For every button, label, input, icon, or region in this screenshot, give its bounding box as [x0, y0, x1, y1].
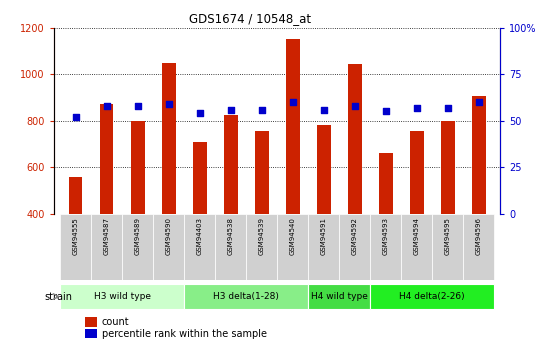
Bar [370, 214, 401, 280]
Text: GSM94538: GSM94538 [228, 217, 233, 255]
Bar [184, 284, 308, 309]
Text: GSM94590: GSM94590 [166, 217, 172, 255]
Point [288, 99, 297, 105]
Bar [60, 214, 91, 280]
Point [319, 107, 328, 112]
Text: H4 wild type: H4 wild type [310, 292, 367, 301]
Bar [100, 105, 114, 214]
Text: GSM94591: GSM94591 [321, 217, 327, 255]
Text: GSM94555: GSM94555 [73, 217, 79, 255]
Text: GSM94594: GSM94594 [414, 217, 420, 255]
Text: GSM94540: GSM94540 [289, 217, 295, 255]
Point [195, 110, 204, 116]
Bar [91, 214, 122, 280]
Text: percentile rank within the sample: percentile rank within the sample [102, 329, 267, 339]
Text: H4 delta(2-26): H4 delta(2-26) [399, 292, 465, 301]
Point [71, 114, 80, 120]
Text: GSM94539: GSM94539 [259, 217, 265, 255]
Bar [316, 125, 330, 214]
Bar [153, 214, 184, 280]
Point [412, 105, 421, 110]
Point [381, 109, 390, 114]
Bar [339, 214, 370, 280]
Text: GSM94595: GSM94595 [444, 217, 451, 255]
Bar [379, 153, 393, 214]
Point [350, 103, 359, 109]
Text: GSM94593: GSM94593 [383, 217, 388, 255]
Text: strain: strain [45, 292, 73, 302]
Bar [277, 214, 308, 280]
Bar [472, 96, 486, 214]
Text: GSM94596: GSM94596 [476, 217, 482, 255]
Bar [401, 214, 432, 280]
Bar [348, 64, 362, 214]
Bar [60, 284, 184, 309]
Bar [286, 39, 300, 214]
Bar [308, 214, 339, 280]
Bar [68, 177, 82, 214]
Point [164, 101, 173, 107]
Text: count: count [102, 317, 130, 327]
Bar [409, 131, 423, 214]
Bar [224, 115, 238, 214]
Text: GSM94592: GSM94592 [352, 217, 358, 255]
Bar [432, 214, 463, 280]
Bar [85, 317, 97, 327]
Bar [161, 62, 175, 214]
Bar [370, 284, 494, 309]
Bar [122, 214, 153, 280]
Text: H3 delta(1-28): H3 delta(1-28) [213, 292, 279, 301]
Point [226, 107, 235, 112]
Bar [193, 142, 207, 214]
Text: GSM94403: GSM94403 [196, 217, 202, 255]
Point [475, 99, 483, 105]
Bar [441, 121, 455, 214]
Bar [131, 121, 145, 214]
Bar [463, 214, 494, 280]
Point [133, 103, 142, 109]
Text: GSM94587: GSM94587 [103, 217, 110, 255]
Point [443, 105, 452, 110]
Title: GDS1674 / 10548_at: GDS1674 / 10548_at [189, 12, 312, 25]
Bar [215, 214, 246, 280]
Point [102, 103, 111, 109]
Bar [246, 214, 277, 280]
Bar [308, 284, 370, 309]
Text: H3 wild type: H3 wild type [94, 292, 151, 301]
Bar [184, 214, 215, 280]
Point [257, 107, 266, 112]
Bar [85, 329, 97, 338]
Bar [254, 131, 268, 214]
Text: GSM94589: GSM94589 [134, 217, 140, 255]
